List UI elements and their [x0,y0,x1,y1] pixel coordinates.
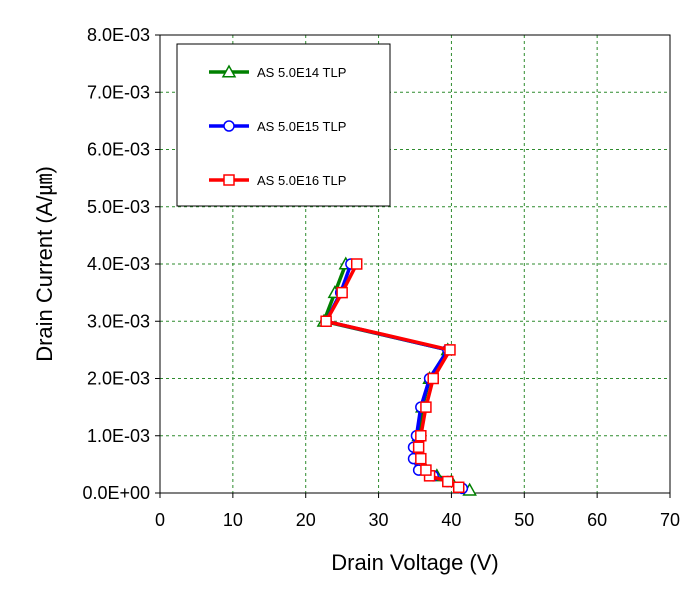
y-tick-label: 3.0E-03 [87,311,150,331]
y-tick-label: 7.0E-03 [87,82,150,102]
data-point-marker [442,475,454,488]
x-tick-label: 60 [587,510,607,530]
data-point-marker [412,441,425,453]
series-layer [316,256,477,496]
data-point-marker [336,286,348,299]
y-tick-label: 1.0E-03 [87,426,150,446]
x-tick-label: 20 [296,510,316,530]
y-tick-label: 5.0E-03 [87,197,150,217]
legend: AS 5.0E14 TLP AS 5.0E15 TLP AS 5.0E16 TLP [176,43,391,207]
data-point-marker [420,464,432,476]
x-axis-title: Drain Voltage (V) [331,550,499,575]
data-point-marker [444,344,456,356]
legend-label: AS 5.0E15 TLP [257,119,346,134]
data-point-marker [427,372,439,385]
legend-entry: AS 5.0E14 TLP [209,64,346,80]
x-tick-label: 50 [514,510,534,530]
x-tick-label: 40 [441,510,461,530]
legend-label: AS 5.0E14 TLP [257,65,346,80]
data-point-marker [320,315,332,327]
legend-entry: AS 5.0E15 TLP [209,119,346,134]
y-tick-label: 4.0E-03 [87,254,150,274]
legend-marker [223,174,235,186]
y-tick-label: 8.0E-03 [87,25,150,45]
data-point-marker [420,401,432,413]
legend-entry: AS 5.0E16 TLP [209,173,346,188]
legend-label: AS 5.0E16 TLP [257,173,346,188]
y-tick-label: 6.0E-03 [87,140,150,160]
y-tick-label: 0.0E+00 [82,483,150,503]
data-point-marker [415,452,427,465]
y-axis-title: Drain Current (A/㎛) [32,166,58,362]
x-tick-label: 30 [369,510,389,530]
data-point-marker [415,430,427,442]
data-point-marker [452,481,465,494]
legend-marker [221,64,237,78]
x-tick-label: 0 [155,510,165,530]
legend-marker [223,120,235,132]
series-3 [320,258,465,494]
data-point-marker [350,258,363,270]
y-tick-label: 2.0E-03 [87,369,150,389]
x-tick-label: 10 [223,510,243,530]
x-tick-label: 70 [660,510,680,530]
axis-ticks: 0 10 20 30 40 50 60 70 0.0E+00 1.0E-03 2.0E-03 3.0E… [82,25,680,530]
